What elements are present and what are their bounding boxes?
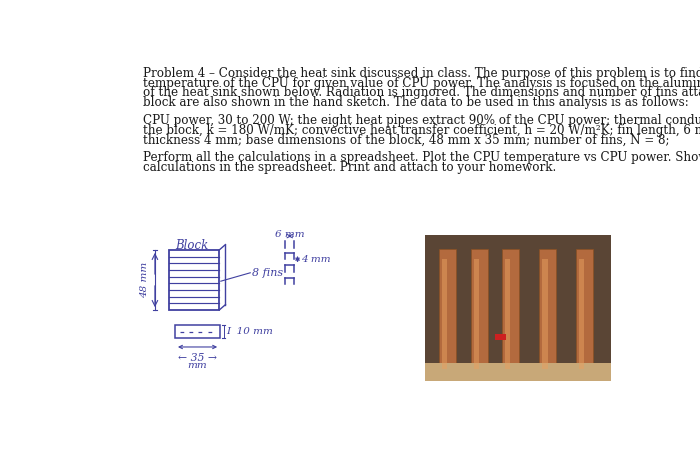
Bar <box>474 260 480 369</box>
Text: block are also shown in the hand sketch. The data to be used in this analysis is: block are also shown in the hand sketch.… <box>144 96 689 109</box>
Text: Problem 4 – Consider the heat sink discussed in class. The purpose of this probl: Problem 4 – Consider the heat sink discu… <box>144 67 700 80</box>
Text: CPU power, 30 to 200 W; the eight heat pipes extract 90% of the CPU power; therm: CPU power, 30 to 200 W; the eight heat p… <box>144 114 700 127</box>
Text: the block, k = 180 W/mK; convective heat transfer coefficient, h = 20 W/m²K; fin: the block, k = 180 W/mK; convective heat… <box>144 123 700 137</box>
Bar <box>425 428 610 434</box>
Text: 4 mm: 4 mm <box>302 255 331 264</box>
Bar <box>425 449 610 455</box>
Text: mm: mm <box>188 361 207 370</box>
Bar <box>542 260 547 369</box>
Text: temperature of the CPU for given value of CPU power. The analysis is focused on : temperature of the CPU for given value o… <box>144 76 700 89</box>
Bar <box>425 456 610 462</box>
Bar <box>539 249 556 374</box>
Bar <box>175 325 220 338</box>
Text: I  10 mm: I 10 mm <box>226 327 273 336</box>
Text: of the heat sink shown below. Radiation is ingnored. The dimensions and number o: of the heat sink shown below. Radiation … <box>144 86 700 99</box>
Bar <box>425 435 610 441</box>
Text: Perform all the calculations in a spreadsheet. Plot the CPU temperature vs CPU p: Perform all the calculations in a spread… <box>144 151 700 164</box>
Bar <box>425 234 610 381</box>
Text: ← 35 →: ← 35 → <box>178 353 217 363</box>
Bar <box>505 260 510 369</box>
Text: 8 fins: 8 fins <box>252 268 283 278</box>
Bar <box>502 249 519 374</box>
Text: 48 mm: 48 mm <box>139 262 148 298</box>
Bar <box>496 334 507 340</box>
Bar <box>471 249 488 374</box>
Bar <box>169 250 219 310</box>
Text: calculations in the spreadsheet. Print and attach to your homework.: calculations in the spreadsheet. Print a… <box>144 161 556 174</box>
Bar <box>579 260 584 369</box>
Bar <box>442 260 447 369</box>
Bar <box>425 415 610 420</box>
Bar <box>425 422 610 427</box>
Bar <box>425 363 610 381</box>
Text: Block: Block <box>175 239 209 252</box>
Bar <box>425 463 610 466</box>
Bar <box>439 249 456 374</box>
Bar <box>575 249 593 374</box>
Text: 6 mm: 6 mm <box>275 230 304 239</box>
Text: thickness 4 mm; base dimensions of the block, 48 mm x 35 mm; number of fins, N =: thickness 4 mm; base dimensions of the b… <box>144 134 670 146</box>
Bar <box>425 442 610 448</box>
